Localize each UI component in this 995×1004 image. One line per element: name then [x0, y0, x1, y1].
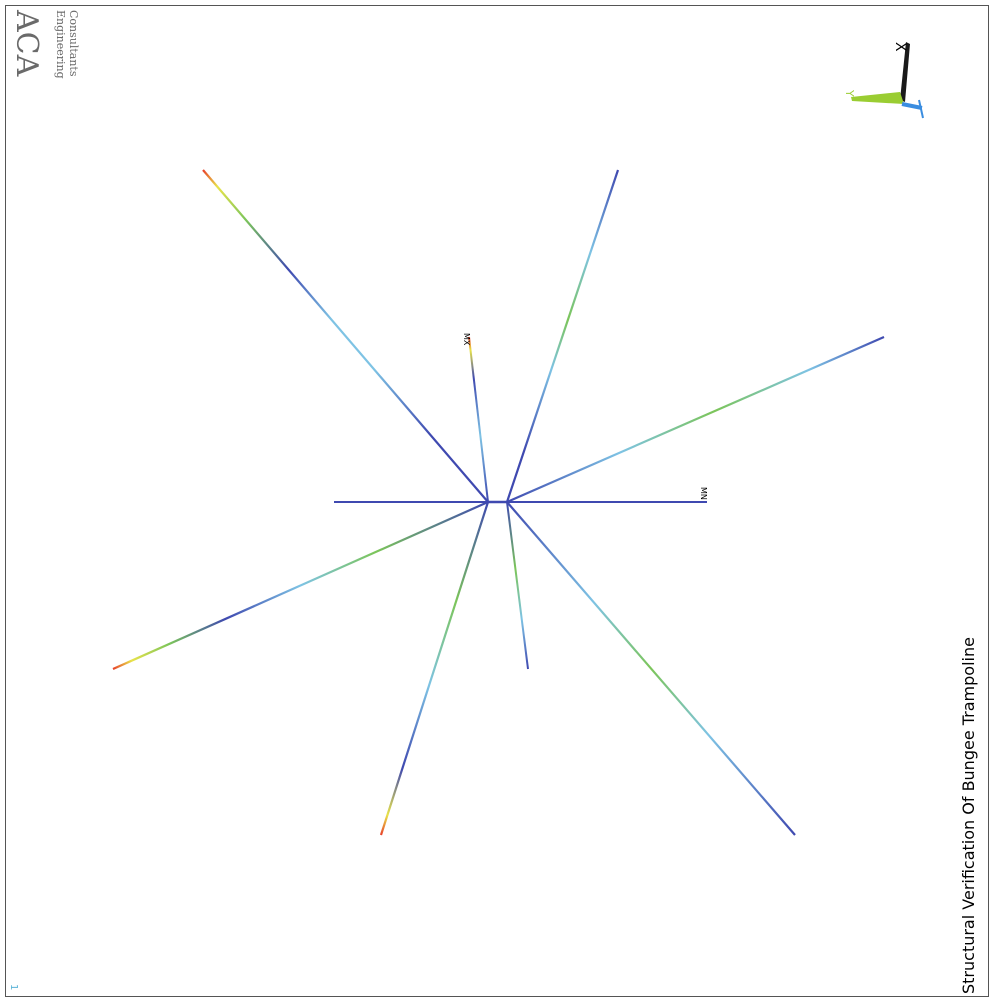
page-title: Structural Verification Of Bungee Trampo… [959, 637, 978, 994]
member-short-upper [468, 336, 489, 503]
triad-y-label: Y [843, 89, 856, 97]
triad-x-label: X [892, 42, 908, 52]
frame-number: 1 [8, 984, 19, 990]
triad-x-arm [900, 42, 910, 102]
axis-triad-icon: X Y [843, 42, 924, 119]
member-lower-right [506, 501, 796, 836]
member-upper-left [202, 169, 489, 503]
member-right-diagonal [506, 335, 885, 504]
logo: ACA Engineering Consultants [9, 9, 80, 79]
logo-company: ACA [9, 9, 44, 77]
max-label: MX [462, 333, 471, 346]
logo-line2: Consultants [67, 10, 80, 77]
member-left-diagonal [112, 500, 489, 671]
member-lower-left [379, 501, 490, 836]
member-upper-right [505, 169, 620, 503]
triad-z-tick [918, 99, 924, 119]
triad-z-arm [901, 102, 923, 110]
min-label: MN [699, 487, 708, 500]
triad-y-arm [851, 92, 904, 104]
logo-line1: Engineering [54, 10, 67, 79]
member-short-lower [506, 501, 529, 670]
